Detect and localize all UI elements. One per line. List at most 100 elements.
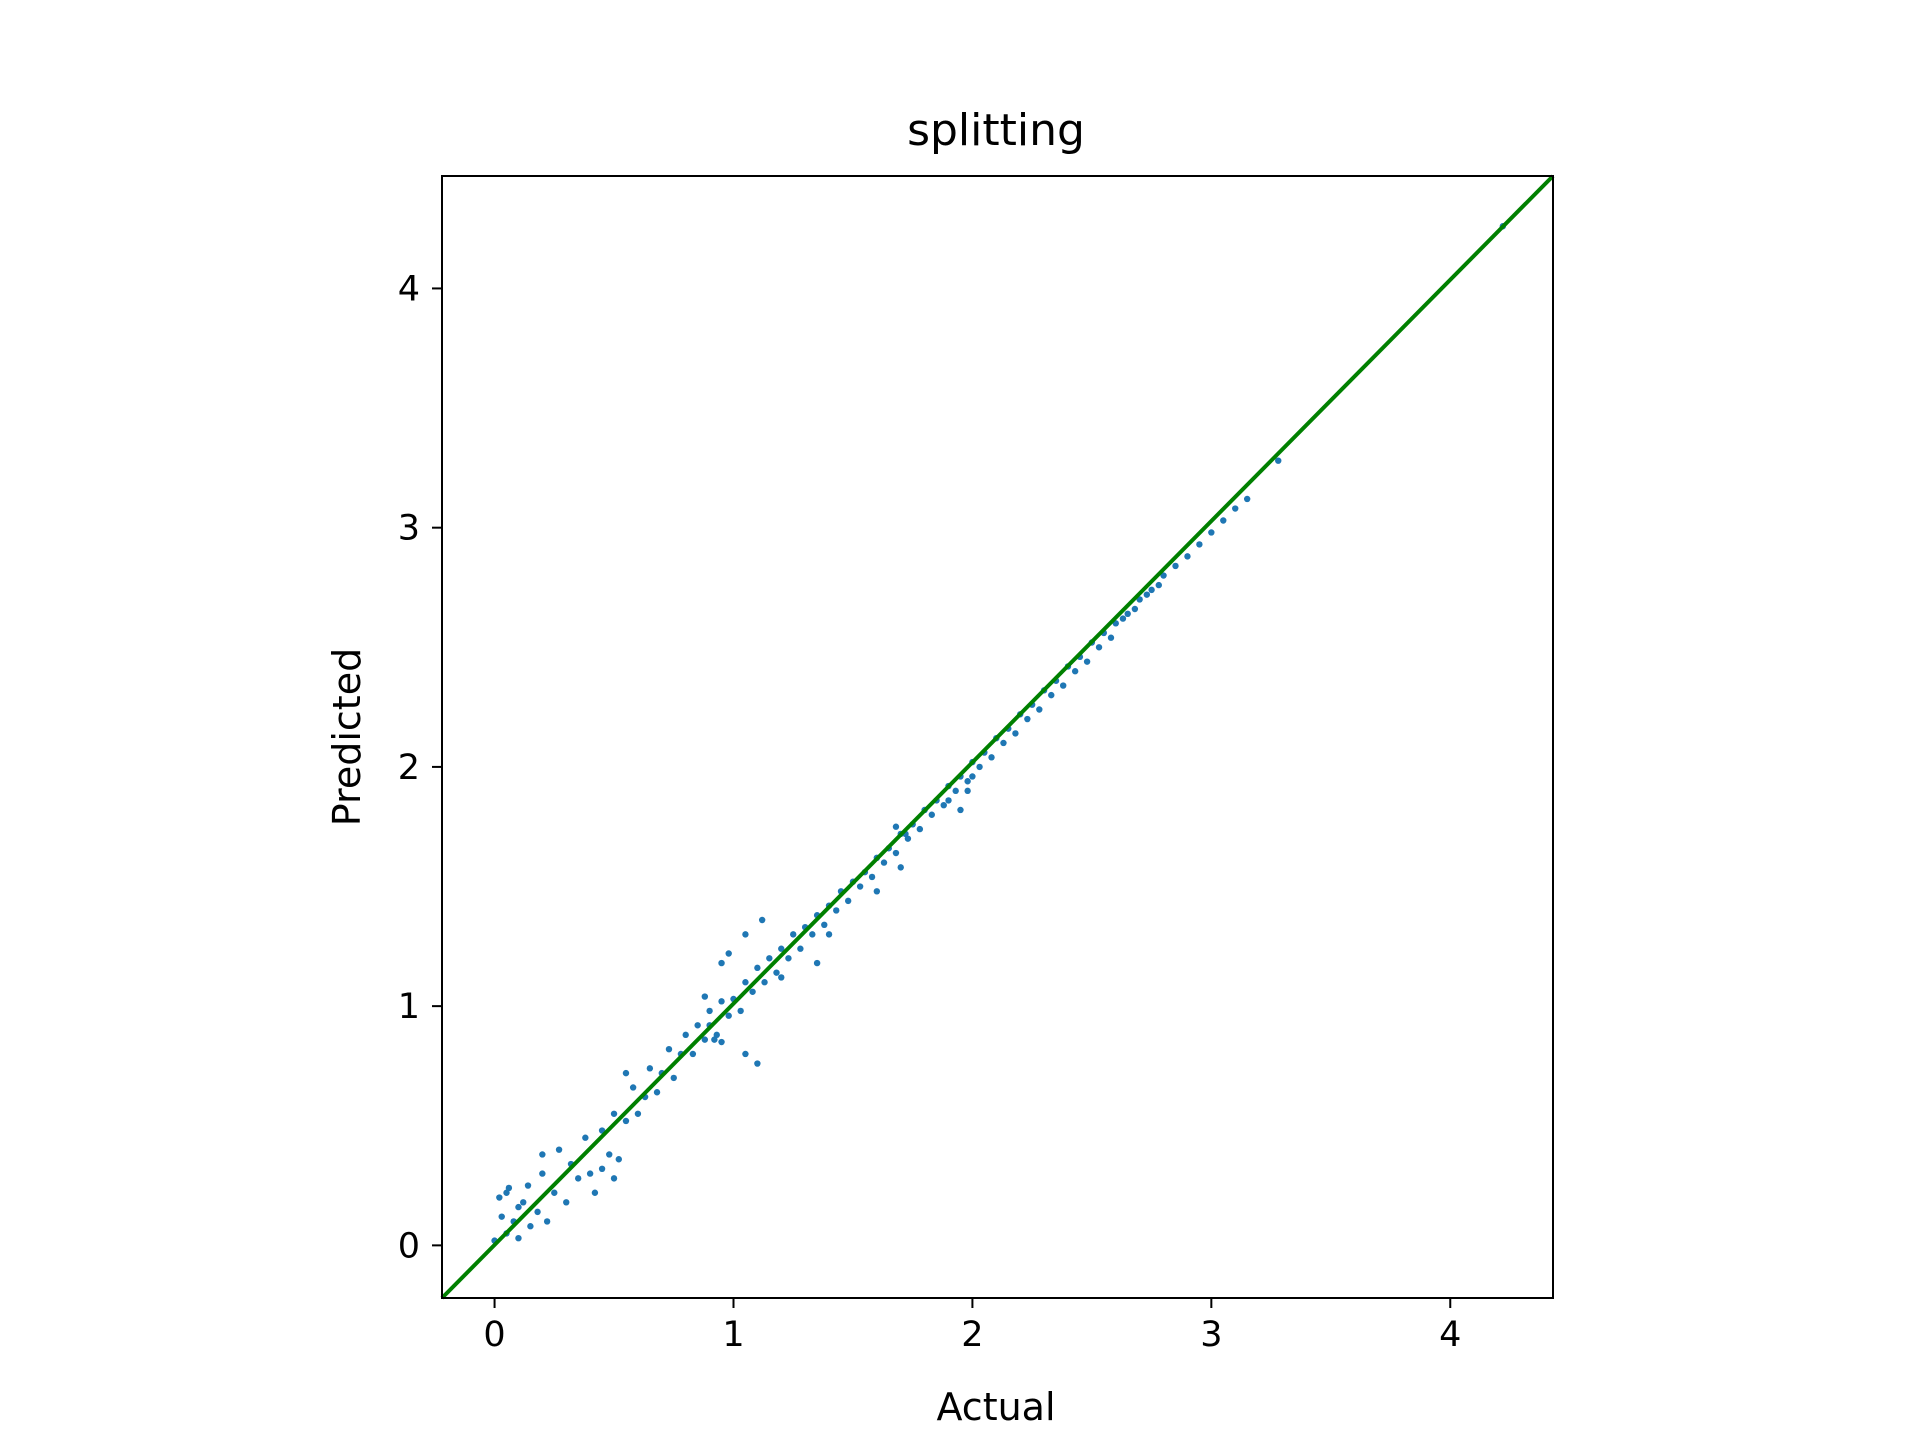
data-point (785, 955, 792, 962)
data-point (1119, 615, 1127, 622)
data-point (498, 1213, 505, 1220)
data-point (1048, 691, 1055, 699)
data-point (833, 907, 840, 914)
data-point (515, 1234, 522, 1242)
data-point (856, 883, 864, 890)
data-point (610, 1110, 618, 1117)
data-point (1012, 730, 1019, 737)
data-point (598, 1165, 606, 1173)
data-point (520, 1199, 527, 1206)
data-point (711, 1036, 718, 1043)
data-point (952, 787, 959, 795)
data-point (928, 811, 935, 818)
data-point (754, 1060, 761, 1067)
data-point (701, 993, 709, 1000)
data-point (904, 835, 912, 842)
x-axis-label: Actual (936, 1385, 1055, 1429)
data-point (1243, 495, 1251, 503)
y-tick-label: 4 (398, 269, 420, 309)
data-point (758, 916, 766, 924)
data-point (742, 1050, 749, 1058)
data-point (1172, 562, 1179, 570)
data-point (718, 998, 725, 1005)
data-point (964, 787, 971, 795)
y-axis-ticks: 0 1 2 3 4 (398, 269, 442, 1266)
data-point (1083, 658, 1091, 665)
data-point (813, 959, 821, 967)
data-point (964, 778, 971, 785)
data-point (897, 864, 904, 871)
data-point (586, 1170, 594, 1177)
y-tick-label: 1 (398, 987, 420, 1027)
data-point (773, 969, 780, 976)
data-point (916, 825, 924, 833)
data-point (940, 801, 947, 809)
data-point (718, 959, 725, 967)
data-point (591, 1189, 599, 1196)
data-point (527, 1223, 534, 1230)
data-point (797, 945, 804, 952)
data-point (524, 1182, 532, 1189)
data-point (670, 1074, 677, 1082)
data-point (1148, 586, 1155, 594)
data-point (706, 1007, 713, 1015)
data-point (1000, 739, 1007, 747)
data-point (1232, 505, 1239, 512)
data-point (665, 1046, 673, 1053)
data-point (749, 988, 756, 995)
data-point (868, 873, 876, 881)
data-point (809, 931, 816, 938)
data-point (790, 931, 797, 938)
data-point (892, 823, 900, 830)
x-tick-label: 4 (1439, 1315, 1461, 1355)
data-point (543, 1218, 551, 1225)
plot-frame (441, 175, 1554, 1299)
x-tick-label: 2 (961, 1315, 983, 1355)
data-point (778, 945, 785, 952)
data-point (682, 1031, 689, 1039)
data-point (844, 897, 852, 905)
reference-line (440, 174, 1555, 1300)
y-axis-label: Predicted (325, 648, 369, 826)
data-point (957, 806, 964, 814)
data-point (622, 1117, 630, 1125)
data-point (725, 1012, 732, 1019)
data-point (725, 950, 732, 957)
data-point (606, 1151, 613, 1158)
data-point (1024, 715, 1031, 723)
chart-title: splitting (907, 105, 1085, 156)
data-point (515, 1203, 522, 1211)
reference-line-layer (440, 174, 1555, 1300)
data-point (1131, 605, 1139, 613)
data-point (713, 1031, 720, 1039)
data-point (1275, 457, 1282, 464)
data-point (742, 979, 749, 986)
data-point (701, 1036, 709, 1043)
data-point (718, 1038, 725, 1046)
data-point (653, 1089, 661, 1096)
data-point (821, 921, 828, 928)
data-point (505, 1184, 513, 1192)
data-point (610, 1175, 618, 1182)
data-point (539, 1151, 546, 1158)
x-tick-label: 1 (722, 1315, 744, 1355)
data-point (1208, 529, 1215, 536)
data-point (539, 1170, 546, 1177)
data-point (1060, 682, 1067, 689)
data-point (534, 1208, 541, 1216)
data-point (1155, 581, 1162, 589)
data-point (689, 1050, 697, 1058)
x-tick-label: 0 (483, 1315, 505, 1355)
data-point (1095, 644, 1103, 651)
x-tick-label: 3 (1200, 1315, 1222, 1355)
data-point (988, 754, 995, 761)
data-point (615, 1156, 622, 1163)
data-point (754, 964, 761, 972)
data-point (976, 763, 983, 771)
data-point (969, 773, 976, 780)
data-point (555, 1146, 563, 1153)
data-point (892, 849, 900, 857)
data-point (629, 1084, 637, 1091)
data-point (761, 979, 768, 986)
data-point (1036, 706, 1043, 713)
